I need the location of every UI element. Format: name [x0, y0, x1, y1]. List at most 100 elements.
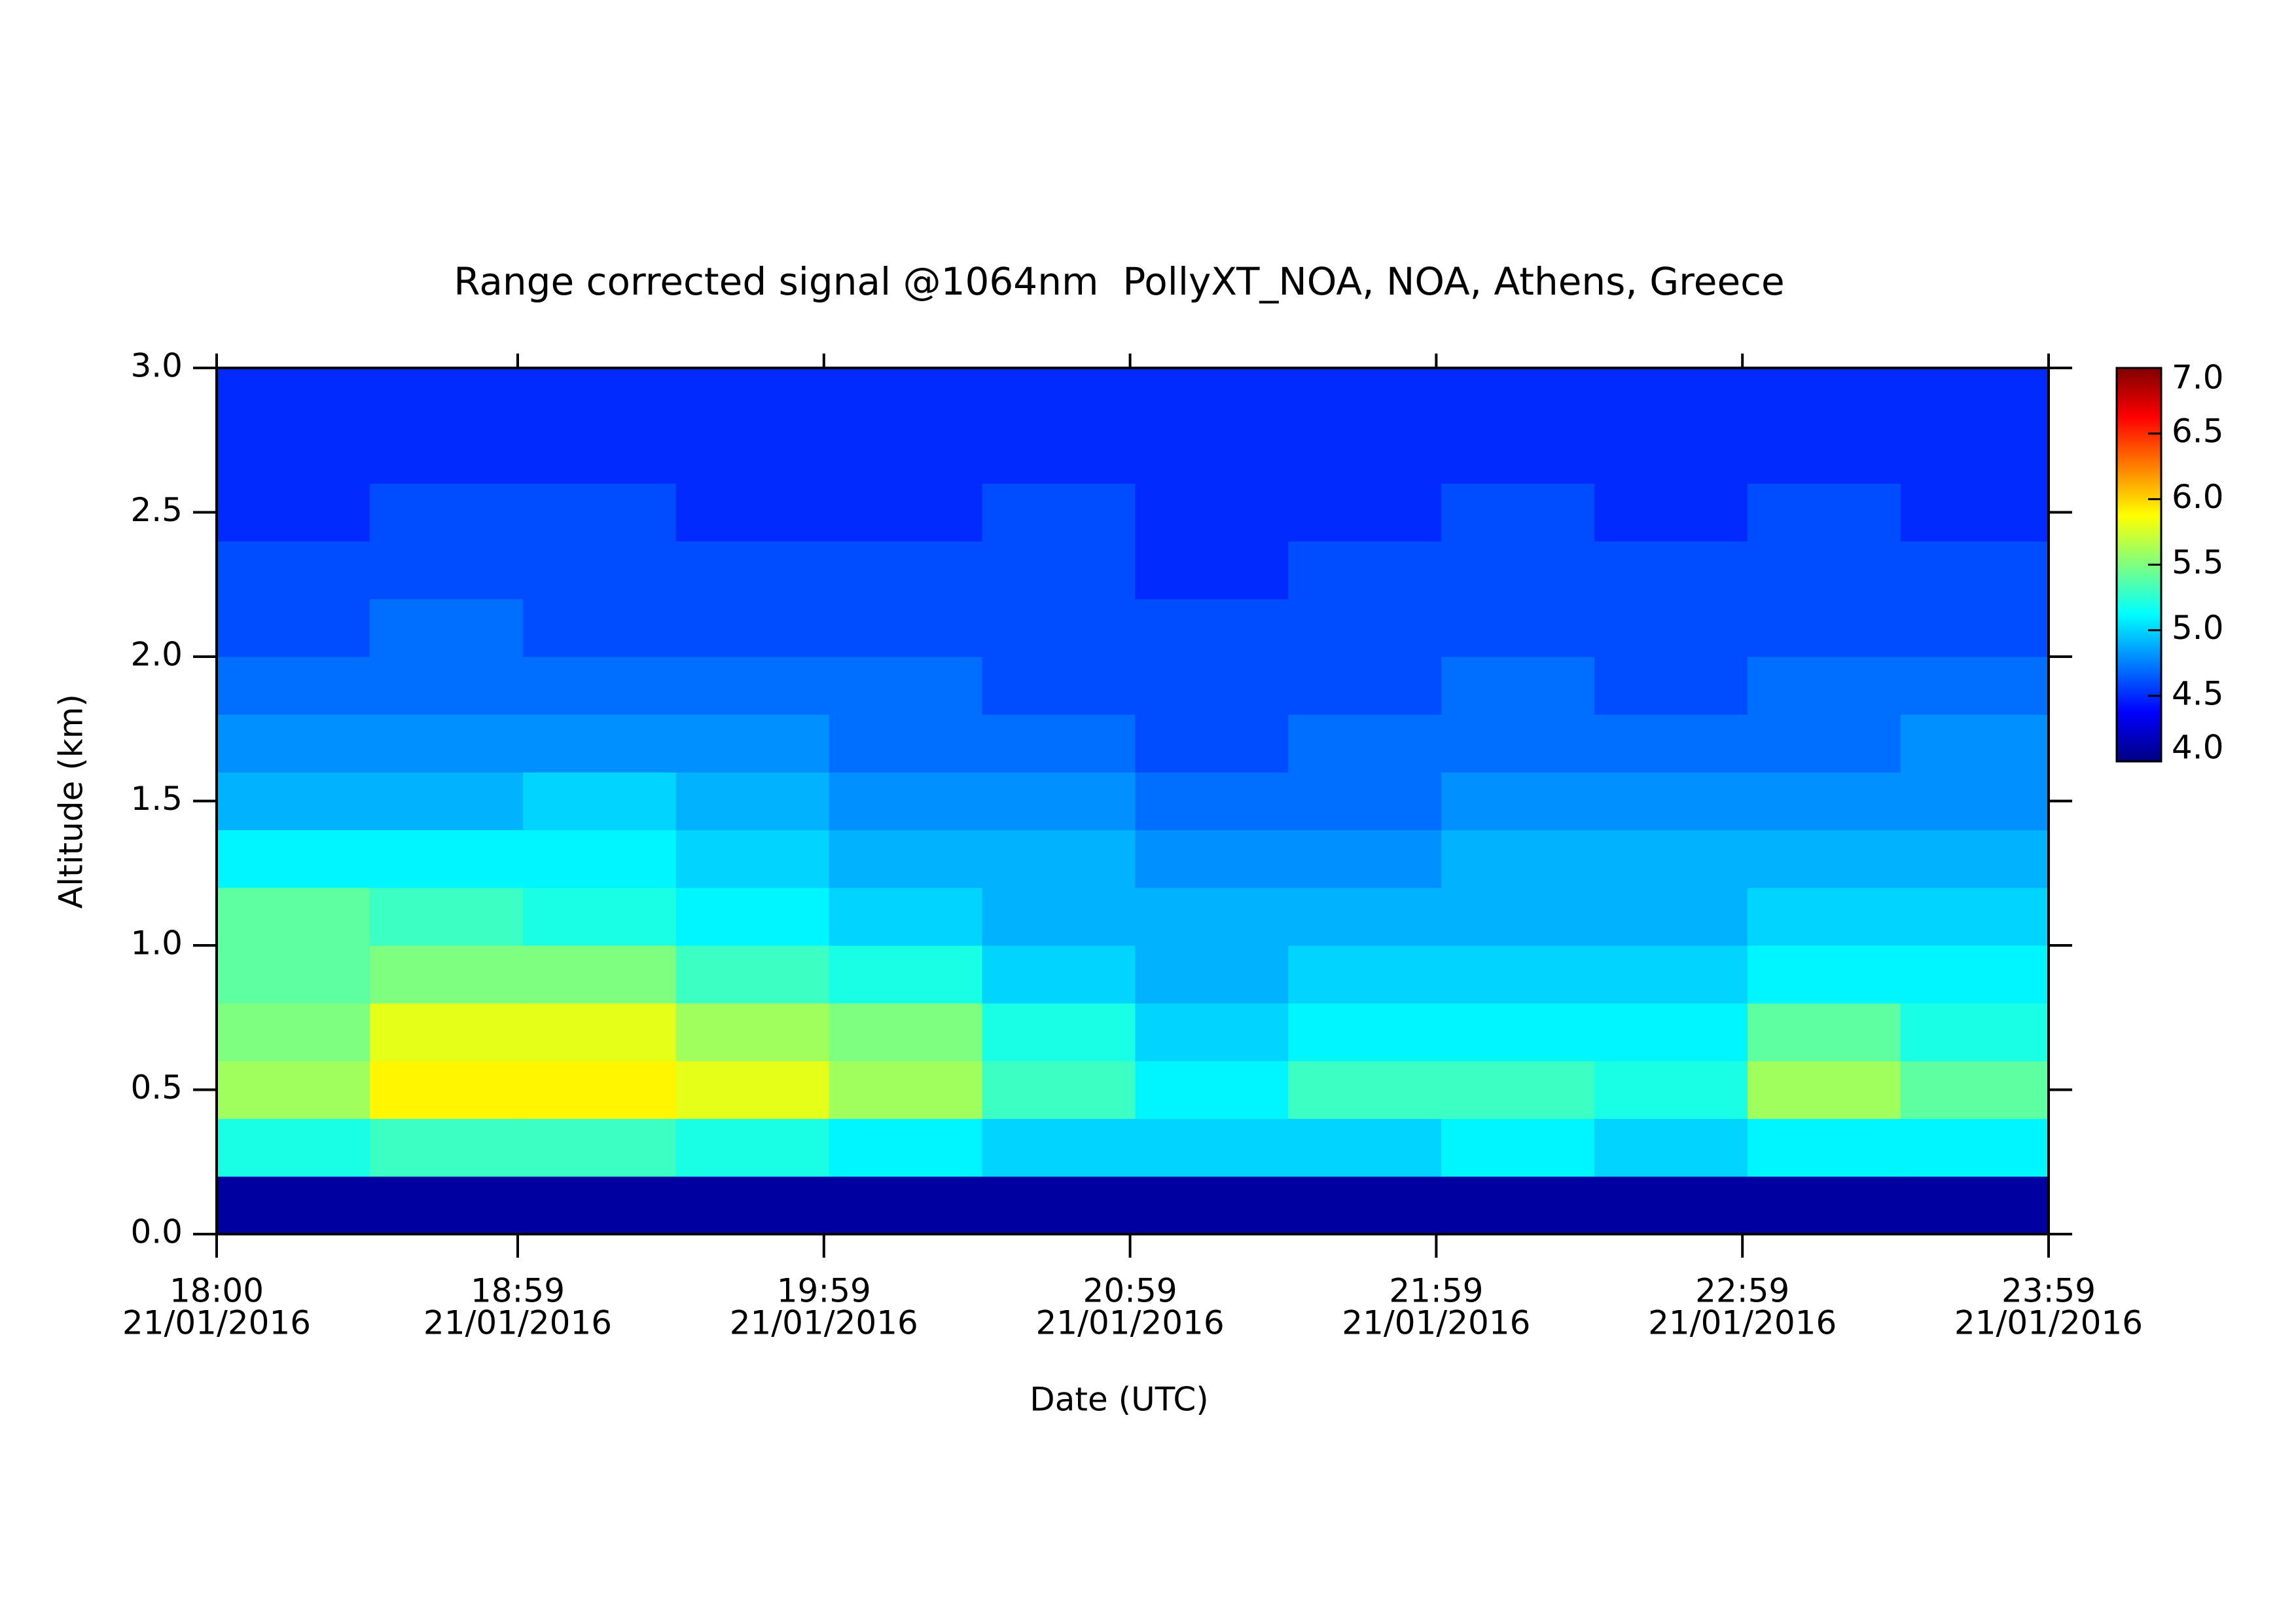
heatmap-cell: [1441, 368, 1595, 426]
heatmap-cell: [1594, 483, 1748, 542]
heatmap-cell: [522, 426, 677, 484]
heatmap-cell: [1135, 426, 1289, 484]
heatmap-cell: [1288, 772, 1442, 831]
heatmap-cell: [1441, 426, 1595, 484]
heatmap-cell: [1288, 1176, 1442, 1235]
heatmap-cell: [1594, 945, 1748, 1004]
heatmap-cell: [1441, 714, 1595, 773]
heatmap-cell: [369, 830, 524, 888]
heatmap-cell: [217, 887, 370, 946]
heatmap-cell: [522, 598, 677, 657]
heatmap-cell: [829, 887, 983, 946]
colorbar-tick-label: 6.0: [2172, 478, 2224, 516]
heatmap-cell: [982, 1061, 1136, 1120]
heatmap-cell: [1748, 887, 1901, 946]
heatmap-cell: [675, 1003, 830, 1061]
heatmap-cell: [217, 1118, 370, 1177]
heatmap-cell: [1135, 368, 1289, 426]
heatmap-cell: [522, 1003, 677, 1061]
heatmap-cell: [829, 541, 983, 600]
heatmap-cell: [1441, 945, 1595, 1004]
heatmap-cell: [1594, 426, 1748, 484]
heatmap-cell: [982, 368, 1136, 426]
heatmap-cell: [675, 598, 830, 657]
heatmap-cell: [1748, 483, 1901, 542]
heatmap: [217, 368, 2049, 1235]
heatmap-cell: [829, 426, 983, 484]
heatmap-cell: [982, 426, 1136, 484]
heatmap-cell: [675, 541, 830, 600]
heatmap-cell: [829, 1176, 983, 1235]
heatmap-cell: [1594, 714, 1748, 773]
colorbar-tick-label: 5.5: [2172, 543, 2224, 581]
heatmap-cell: [1900, 657, 2049, 715]
y-tick-label: 1.5: [130, 780, 183, 818]
colorbar-tick-label: 4.5: [2172, 674, 2224, 712]
heatmap-cell: [1441, 1061, 1595, 1120]
heatmap-cell: [1441, 1176, 1595, 1235]
heatmap-cell: [1594, 541, 1748, 600]
heatmap-cell: [369, 541, 524, 600]
heatmap-cell: [1900, 1003, 2049, 1061]
x-tick-label: 21:59: [1389, 1272, 1483, 1310]
heatmap-cell: [1441, 1003, 1595, 1061]
heatmap-cell: [1748, 426, 1901, 484]
heatmap-cell: [522, 714, 677, 773]
heatmap-cell: [675, 368, 830, 426]
heatmap-cell: [675, 830, 830, 888]
heatmap-cell: [1748, 1176, 1901, 1235]
heatmap-cell: [982, 598, 1136, 657]
heatmap-cell: [522, 772, 677, 831]
x-tick-label: 19:59: [777, 1272, 871, 1310]
heatmap-cell: [1594, 1118, 1748, 1177]
heatmap-cell: [1900, 1118, 2049, 1177]
heatmap-cell: [217, 483, 370, 542]
heatmap-cell: [522, 483, 677, 542]
heatmap-cell: [1441, 483, 1595, 542]
heatmap-cell: [1288, 1061, 1442, 1120]
y-tick-label: 2.5: [130, 491, 183, 529]
heatmap-cell: [1288, 1118, 1442, 1177]
heatmap-cell: [369, 714, 524, 773]
heatmap-cell: [1594, 887, 1748, 946]
heatmap-cell: [217, 657, 370, 715]
x-tick-date: 21/01/2016: [1036, 1304, 1225, 1342]
heatmap-cell: [522, 887, 677, 946]
heatmap-cell: [982, 945, 1136, 1004]
heatmap-cell: [675, 1176, 830, 1235]
heatmap-cell: [1748, 368, 1901, 426]
heatmap-cell: [675, 945, 830, 1004]
heatmap-cell: [1135, 1061, 1289, 1120]
heatmap-cell: [1288, 426, 1442, 484]
heatmap-cell: [982, 483, 1136, 542]
heatmap-cell: [369, 1061, 524, 1120]
heatmap-cell: [1748, 714, 1901, 773]
heatmap-cell: [217, 1061, 370, 1120]
x-tick-date: 21/01/2016: [1648, 1304, 1837, 1342]
y-tick-label: 3.0: [130, 347, 183, 385]
heatmap-cell: [829, 1003, 983, 1061]
x-tick-date: 21/01/2016: [423, 1304, 612, 1342]
heatmap-cell: [217, 714, 370, 773]
heatmap-cell: [217, 772, 370, 831]
y-tick-label: 1.0: [130, 924, 183, 962]
heatmap-cell: [1288, 483, 1442, 542]
heatmap-cell: [982, 541, 1136, 600]
heatmap-cell: [1594, 1003, 1748, 1061]
heatmap-cell: [1594, 598, 1748, 657]
heatmap-cell: [1288, 945, 1442, 1004]
x-tick-label: 20:59: [1083, 1272, 1177, 1310]
heatmap-cell: [522, 945, 677, 1004]
heatmap-cell: [369, 1176, 524, 1235]
heatmap-cell: [982, 830, 1136, 888]
x-tick-label: 18:00: [170, 1272, 264, 1310]
heatmap-cell: [982, 1003, 1136, 1061]
heatmap-cell: [1748, 830, 1901, 888]
heatmap-cell: [982, 657, 1136, 715]
heatmap-cell: [1441, 1118, 1595, 1177]
heatmap-cell: [982, 772, 1136, 831]
heatmap-cell: [217, 1003, 370, 1061]
heatmap-cell: [1135, 657, 1289, 715]
heatmap-cell: [829, 483, 983, 542]
y-tick-label: 0.5: [130, 1068, 183, 1106]
